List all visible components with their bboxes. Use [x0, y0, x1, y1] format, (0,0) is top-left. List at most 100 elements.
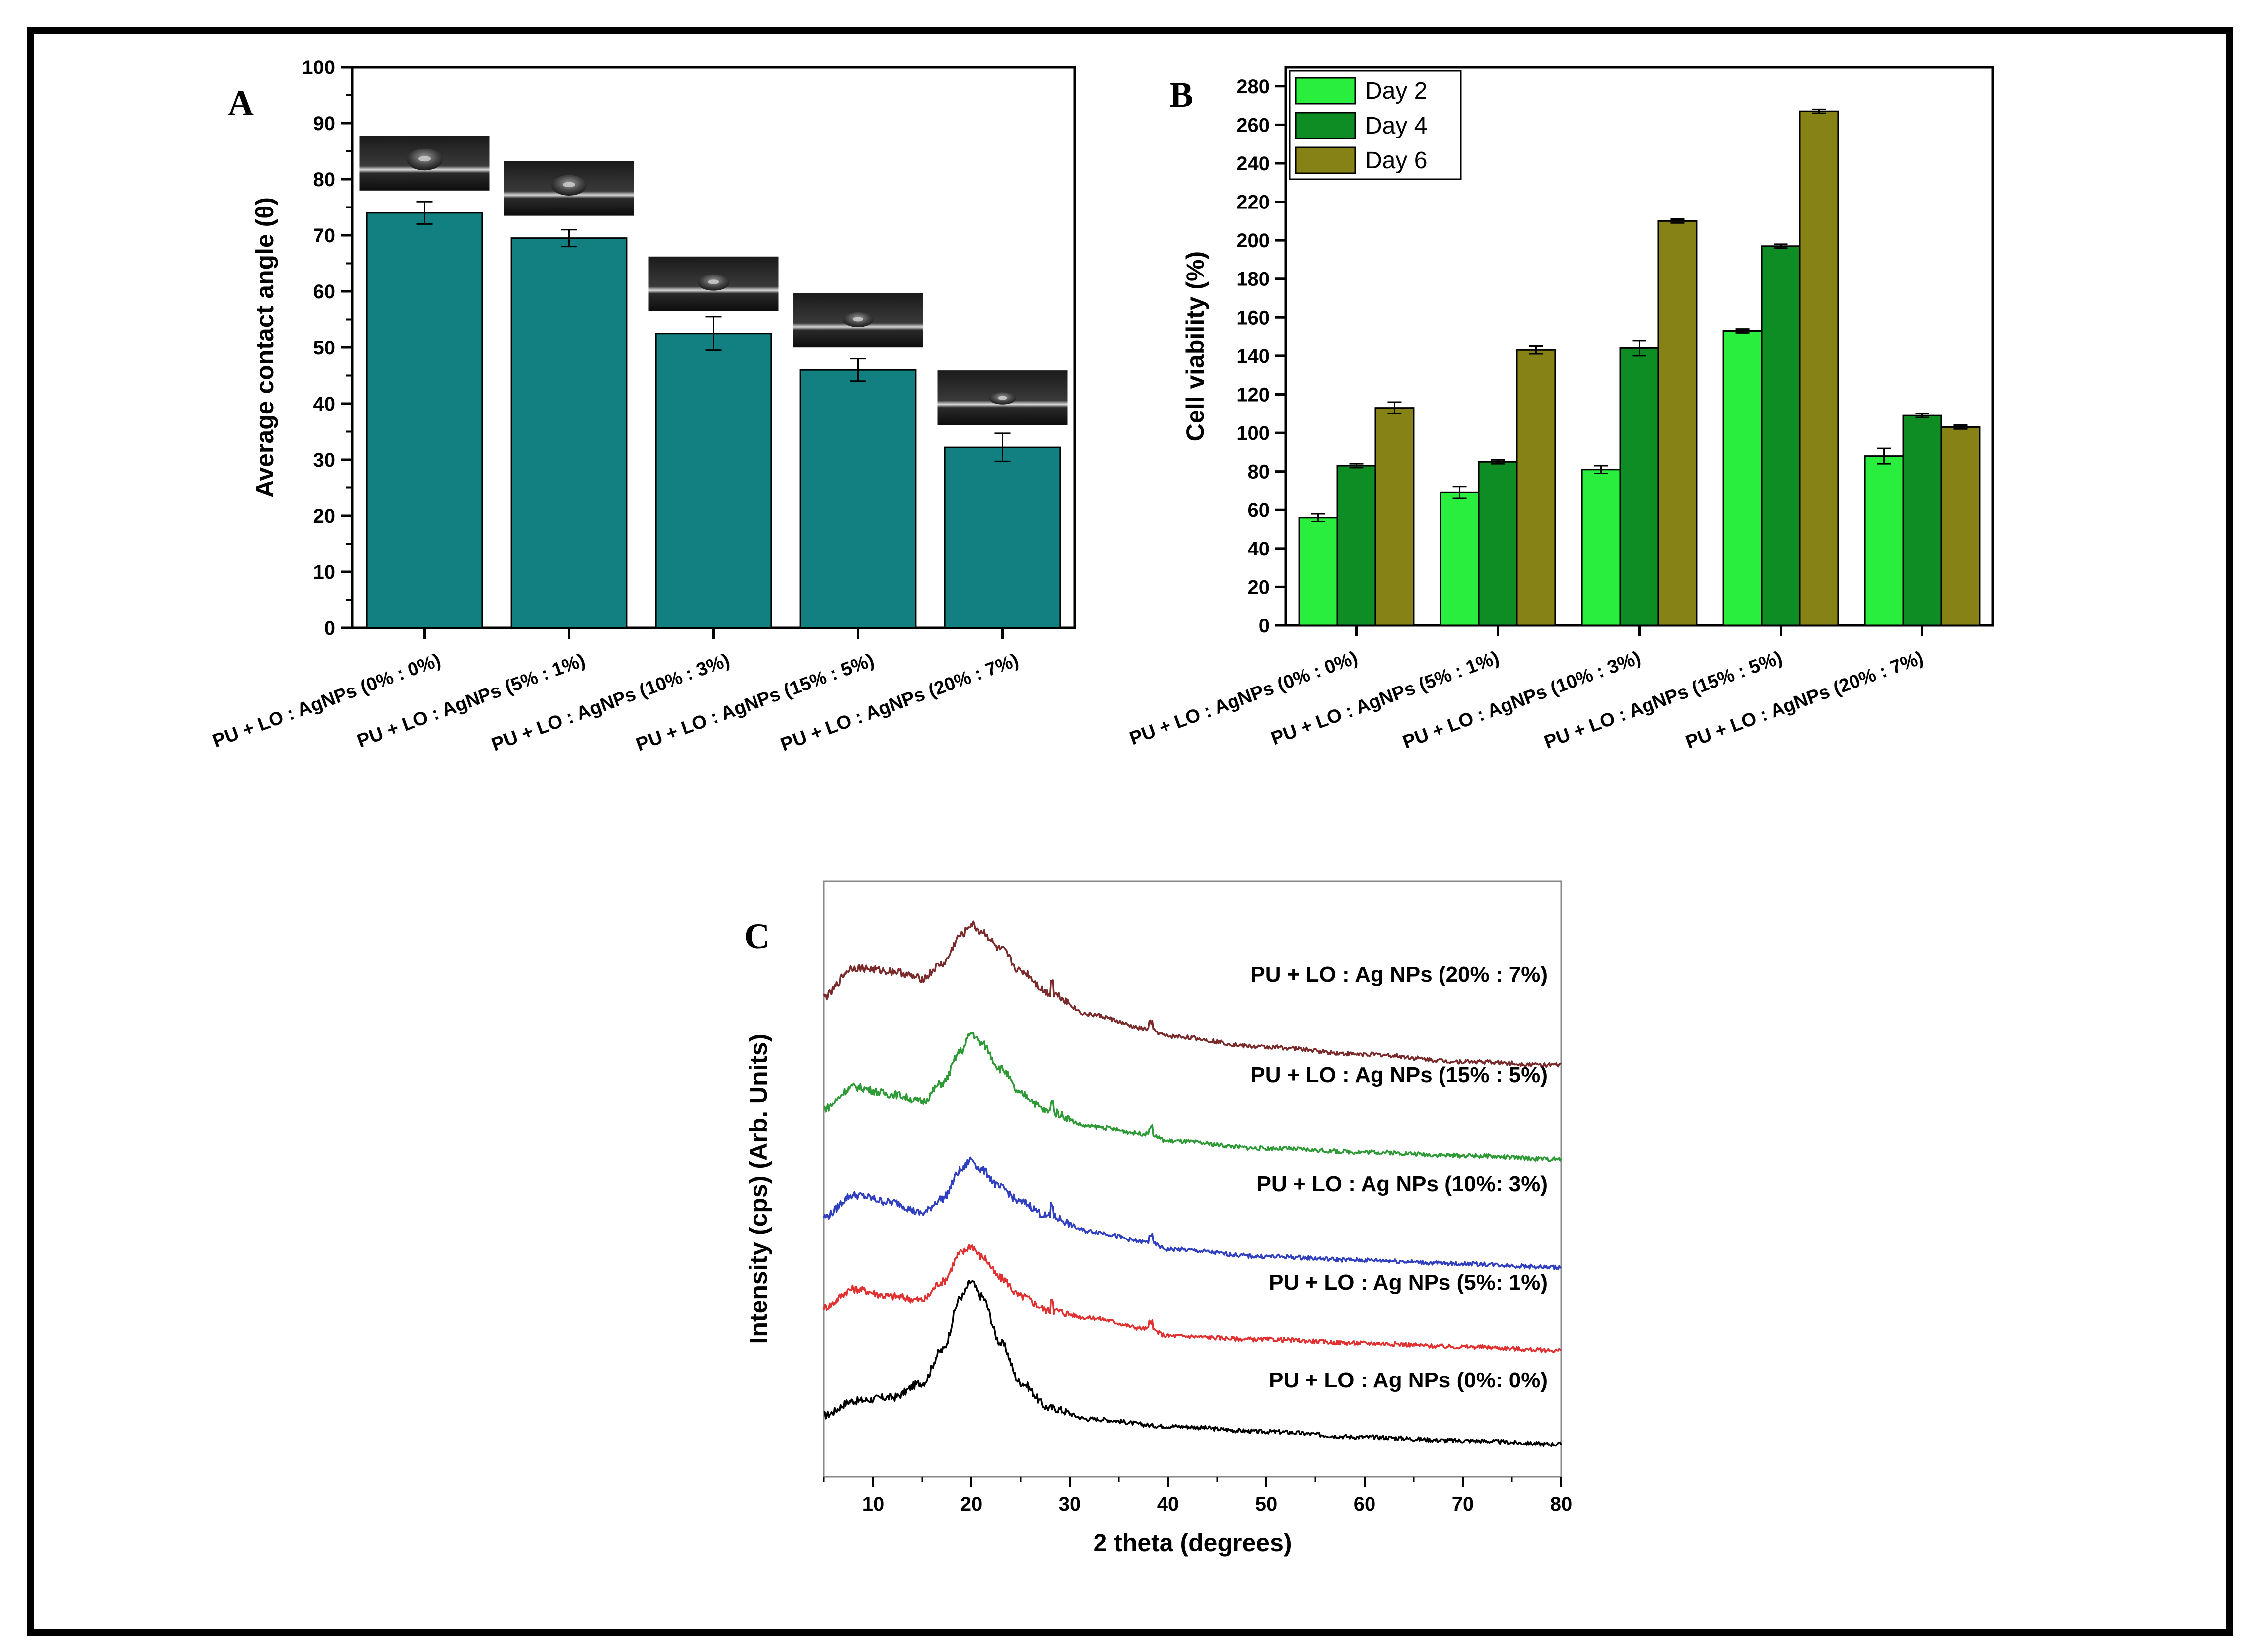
x-tick-label: PU + LO : AgNPs (0% : 0%) [210, 650, 443, 752]
bar [1298, 517, 1338, 626]
bar [944, 446, 1061, 629]
y-tick-label: 70 [313, 225, 336, 247]
droplet-inset [359, 136, 490, 191]
y-tick-label: 100 [1236, 422, 1270, 444]
y-tick-label: 260 [1236, 114, 1270, 136]
x-tick-label: PU + LO : AgNPs (5% : 1%) [354, 650, 588, 752]
y-tick-label: 40 [313, 393, 336, 415]
y-axis-label: Cell viability (%) [1181, 251, 1209, 441]
droplet-highlight [998, 396, 1007, 400]
legend-label: Day 2 [1365, 78, 1427, 104]
series-line [823, 1279, 1562, 1447]
droplet-highlight [708, 279, 719, 284]
y-tick-label: 80 [313, 169, 336, 191]
bar [366, 212, 483, 629]
bar [655, 333, 772, 629]
panel-a: 0 10 20 30 40 50 60 70 80 90 100 Average contact an… [210, 57, 1076, 756]
x-tick-label: 10 [862, 1493, 885, 1515]
panel-b: 0 20 40 60 80 100 120 140 160 180 200 220 240 260 280 C… [1127, 66, 1994, 753]
y-tick-label: 90 [313, 113, 336, 135]
x-tick-label: PU + LO : AgNPs (15% : 5%) [1541, 647, 1784, 753]
y-tick-label: 0 [324, 618, 335, 639]
y-tick-label: 140 [1236, 345, 1270, 367]
x-tick-label: 20 [960, 1493, 983, 1515]
panel-label-c: C [744, 916, 770, 956]
y-tick-label: 280 [1236, 76, 1270, 98]
x-tick-label: PU + LO : AgNPs (10% : 3%) [489, 650, 732, 756]
legend-swatch [1295, 112, 1356, 139]
droplet-highlight [563, 182, 575, 188]
y-tick-label: 30 [313, 449, 336, 471]
bar [799, 369, 917, 629]
y-axis-label: Intensity (cps) (Arb. Units) [745, 1033, 772, 1344]
x-tick-label: 50 [1255, 1493, 1278, 1515]
trace-annotation: PU + LO : Ag NPs (10%: 3%) [1257, 1172, 1548, 1196]
series-line [823, 1156, 1562, 1271]
y-tick-label: 10 [313, 561, 336, 583]
bar [1940, 426, 1981, 626]
bar [1657, 220, 1698, 626]
y-tick-label: 60 [313, 281, 336, 303]
panel-c: 10 20 30 40 50 60 70 80 2 theta (degrees) Intensi… [745, 880, 1573, 1557]
bar [1761, 245, 1801, 626]
y-tick-label: 200 [1236, 230, 1270, 252]
y-tick-label: 60 [1248, 499, 1270, 521]
x-tick-label: PU + LO : AgNPs (10% : 3%) [1400, 647, 1643, 753]
x-axis-label: 2 theta (degrees) [1093, 1529, 1292, 1557]
bar [1336, 465, 1376, 626]
x-tick-label: PU + LO : AgNPs (20% : 7%) [778, 650, 1021, 756]
trace-annotation: PU + LO : Ag NPs (5%: 1%) [1269, 1270, 1548, 1295]
bar [1864, 455, 1904, 626]
x-tick-label: PU + LO : AgNPs (5% : 1%) [1268, 647, 1502, 749]
legend: Day 2 Day 4 Day 6 [1289, 70, 1462, 180]
y-tick-label: 80 [1248, 461, 1270, 483]
trace-annotation: PU + LO : Ag NPs (0%: 0%) [1269, 1368, 1548, 1392]
y-tick-label: 220 [1236, 192, 1270, 213]
bar [1440, 491, 1480, 626]
droplet-highlight [852, 317, 864, 322]
x-tick-label: 80 [1550, 1493, 1573, 1515]
droplet-inset [504, 161, 634, 216]
trace-annotation: PU + LO : Ag NPs (15% : 5%) [1250, 1063, 1548, 1087]
bar [1478, 461, 1518, 626]
legend-swatch [1295, 146, 1356, 174]
y-tick-label: 0 [1259, 615, 1270, 637]
bar [1619, 347, 1659, 626]
trace-annotation: PU + LO : Ag NPs (20% : 7%) [1250, 963, 1548, 987]
y-tick-label: 160 [1236, 307, 1270, 329]
y-tick-label: 40 [1248, 538, 1270, 560]
y-tick-label: 20 [313, 505, 336, 527]
series-line [823, 1032, 1562, 1162]
bar [1581, 469, 1621, 626]
bar [1799, 110, 1839, 626]
x-tick-label: PU + LO : AgNPs (0% : 0%) [1127, 647, 1360, 749]
y-tick-label: 100 [302, 57, 335, 78]
series-line [823, 920, 1562, 1068]
y-tick-label: 180 [1236, 269, 1270, 290]
y-tick-label: 120 [1236, 384, 1270, 406]
figure-border [27, 27, 2233, 1636]
x-tick-label: PU + LO : AgNPs (20% : 7%) [1683, 647, 1926, 753]
y-axis-label: Average contact angle (θ) [251, 197, 278, 498]
y-tick-label: 240 [1236, 153, 1270, 175]
legend-label: Day 4 [1365, 113, 1427, 139]
x-tick-label: 70 [1452, 1493, 1474, 1515]
y-tick-label: 20 [1248, 576, 1270, 598]
x-tick-label: PU + LO : AgNPs (15% : 5%) [633, 650, 877, 756]
bar [510, 237, 628, 629]
bar [1516, 349, 1556, 626]
droplet-highlight [418, 156, 431, 162]
panel-label-b: B [1169, 75, 1193, 115]
droplet-inset [793, 293, 923, 348]
legend-swatch [1295, 77, 1356, 105]
bar [1374, 407, 1415, 626]
panel-label-a: A [228, 83, 254, 123]
plot-frame [823, 880, 1562, 1478]
droplet-inset [648, 256, 779, 311]
y-tick-label: 50 [313, 337, 336, 359]
x-tick-label: 40 [1157, 1493, 1179, 1515]
legend-label: Day 6 [1365, 147, 1427, 174]
x-tick-label: 30 [1059, 1493, 1081, 1515]
